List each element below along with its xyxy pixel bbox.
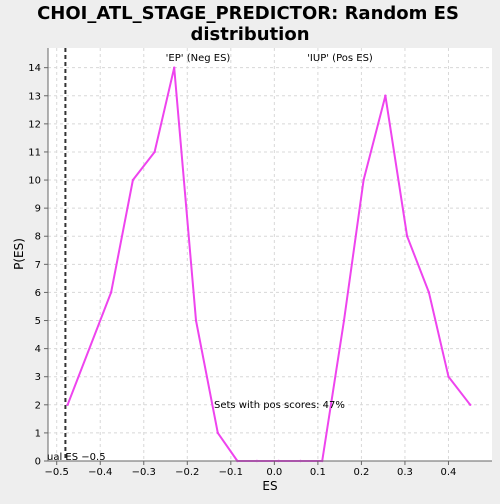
y-tick-label: 12 — [28, 119, 41, 130]
x-tick-label: 0.2 — [353, 467, 369, 478]
y-tick-label: 10 — [28, 176, 41, 187]
x-tick-label: 0.1 — [310, 467, 326, 478]
chart-title-line-2: distribution — [190, 24, 309, 45]
data-point — [447, 375, 450, 378]
x-tick-label: 0.3 — [397, 467, 413, 478]
pos-es-label: 'IUP' (Pos ES) — [307, 53, 373, 64]
data-point — [216, 431, 219, 435]
y-tick-label: 1 — [35, 428, 41, 439]
y-tick-label: 3 — [35, 372, 41, 383]
data-point — [405, 235, 409, 238]
y-tick-label: 9 — [35, 204, 41, 215]
x-tick-label: −0.3 — [132, 467, 156, 478]
y-tick-label: 14 — [28, 63, 41, 74]
x-axis-label: ES — [262, 479, 277, 493]
plot-area — [48, 48, 492, 461]
data-point — [427, 291, 431, 294]
data-point — [384, 94, 387, 97]
grid-layer — [48, 48, 492, 462]
x-tick-label: 0.0 — [266, 467, 282, 478]
actual-es-label: ual ES −0.5 — [47, 452, 106, 463]
y-tick-label: 7 — [35, 260, 41, 271]
data-point — [153, 150, 156, 154]
y-tick-label: 13 — [28, 91, 41, 102]
chart-title-line-1: CHOI_ATL_STAGE_PREDICTOR: Random ES — [37, 3, 459, 24]
data-point — [109, 291, 113, 294]
sets-with-pos-scores-label: Sets with pos scores: 47% — [214, 400, 345, 411]
data-point — [194, 319, 198, 322]
x-tick-label: −0.2 — [175, 467, 199, 478]
x-tick-label: −0.1 — [219, 467, 243, 478]
data-point — [131, 178, 135, 182]
data-point — [362, 178, 365, 182]
y-tick-label: 2 — [35, 400, 41, 411]
y-tick-label: 0 — [35, 457, 41, 468]
x-tick-label: −0.5 — [45, 467, 69, 478]
y-axis-label: P(ES) — [12, 238, 26, 270]
x-tick-label: −0.4 — [88, 467, 112, 478]
y-tick-label: 11 — [28, 147, 41, 158]
y-tick-label: 8 — [35, 232, 41, 243]
y-tick-label: 5 — [35, 316, 41, 327]
data-point — [173, 66, 176, 69]
x-tick-label: 0.4 — [441, 467, 457, 478]
data-point — [66, 403, 69, 407]
data-point — [469, 403, 472, 407]
y-tick-label: 4 — [35, 344, 41, 355]
neg-es-label: 'EP' (Neg ES) — [166, 53, 231, 64]
data-point — [342, 319, 346, 322]
y-tick-label: 6 — [35, 288, 41, 299]
